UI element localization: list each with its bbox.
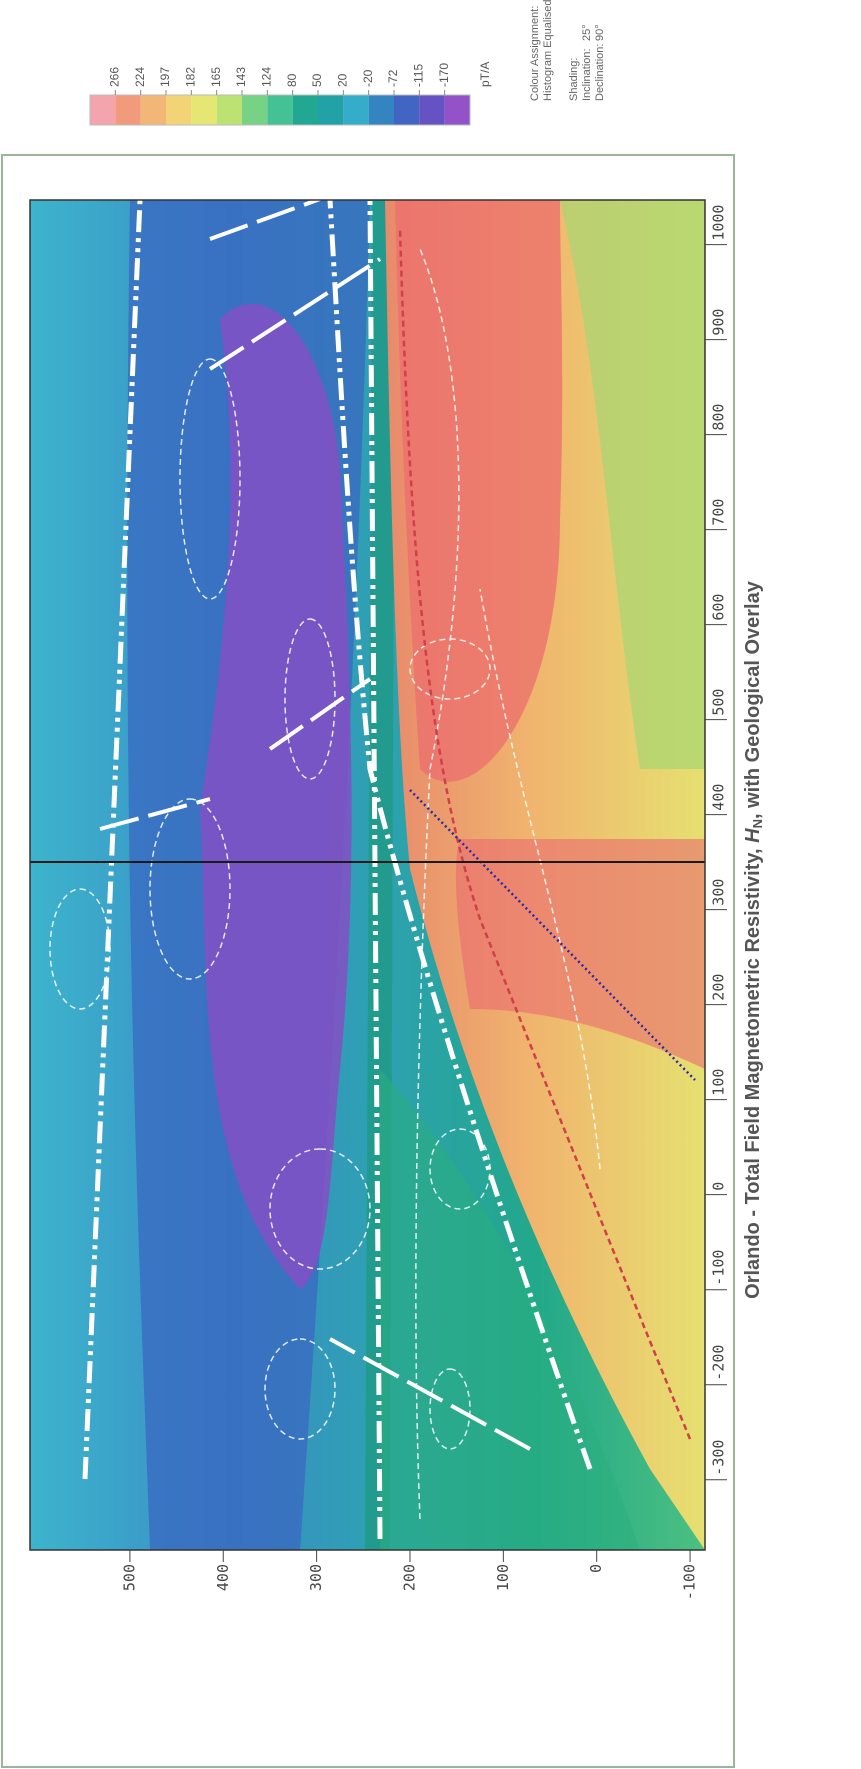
legend-swatch <box>267 95 292 125</box>
note: Histogram Equalised <box>542 0 554 101</box>
legend-label: 165 <box>209 67 223 87</box>
x-tick-label: 900 <box>710 309 728 336</box>
x-tick-label: 1000 <box>710 205 728 241</box>
legend-label: 197 <box>158 67 172 87</box>
note: 90° <box>594 24 606 41</box>
legend-swatch <box>419 95 444 125</box>
legend-swatch <box>217 95 242 125</box>
note: Inclination: <box>581 48 593 101</box>
x-tick-label: 800 <box>710 404 728 431</box>
legend-swatch <box>141 95 166 125</box>
legend-swatch <box>343 95 368 125</box>
legend-label: 20 <box>336 73 350 87</box>
note: Shading: <box>568 58 580 101</box>
legend-swatch <box>166 95 191 125</box>
x-tick-label: 200 <box>710 974 728 1001</box>
x-tick-label: 0 <box>710 1182 728 1191</box>
map-image <box>30 199 705 1550</box>
y-tick-label: 400 <box>214 1564 232 1591</box>
legend-unit: pT/A <box>478 62 492 87</box>
y-tick-label: 300 <box>307 1564 325 1591</box>
y-tick-label: 0 <box>587 1564 605 1573</box>
legend-label: 266 <box>108 67 122 87</box>
legend-label: 224 <box>133 67 147 87</box>
legend-swatch <box>242 95 267 125</box>
legend-swatch <box>191 95 216 125</box>
legend-swatch <box>90 95 115 125</box>
landscape: Orlando - Total Field Magnetometric Resi… <box>0 0 861 1769</box>
x-tick-label: -300 <box>710 1440 728 1476</box>
y-tick-label: 100 <box>494 1564 512 1591</box>
x-tick-label: 400 <box>710 784 728 811</box>
legend-swatch <box>369 95 394 125</box>
x-tick-label: -200 <box>710 1345 728 1381</box>
page: {"map": { "title": {"prefix": "Orlando -… <box>0 0 861 1769</box>
legend-label: 80 <box>285 73 299 87</box>
legend-swatch <box>394 95 419 125</box>
note: Declination: <box>594 44 606 101</box>
x-tick-label: -100 <box>710 1250 728 1286</box>
title-subscript: N <box>750 819 765 828</box>
title: Orlando - Total Field Magnetometric Resi… <box>742 580 765 1299</box>
note: 25° <box>581 24 593 41</box>
legend-label: -20 <box>361 69 375 87</box>
legend-label: -115 <box>412 64 426 87</box>
legend-label: 124 <box>260 67 274 87</box>
x-tick-label: 100 <box>710 1069 728 1096</box>
note: Colour Assignment: <box>529 6 541 101</box>
y-tick-label: 500 <box>120 1564 138 1591</box>
legend-label: 50 <box>310 73 324 87</box>
legend-label: 143 <box>234 67 248 87</box>
x-tick-label: 300 <box>710 879 728 906</box>
x-tick-label: 500 <box>710 689 728 716</box>
legend-label: -72 <box>386 69 400 87</box>
x-tick-label: 700 <box>710 499 728 526</box>
y-tick-label: 200 <box>400 1564 418 1591</box>
legend-label: 182 <box>184 67 198 87</box>
legend-swatch <box>445 95 470 125</box>
legend-swatch <box>318 95 343 125</box>
title-suffix: , with Geological Overlay <box>742 580 764 819</box>
legend-label: -170 <box>437 63 451 87</box>
y-tick-label: -100 <box>681 1564 699 1600</box>
map-figure: Orlando - Total Field Magnetometric Resi… <box>0 0 861 1769</box>
title-prefix: Orlando - Total Field Magnetometric Resi… <box>742 843 764 1299</box>
legend-swatch <box>115 95 140 125</box>
x-tick-label: 600 <box>710 594 728 621</box>
title-symbol: H <box>742 828 764 843</box>
legend-swatch <box>293 95 318 125</box>
